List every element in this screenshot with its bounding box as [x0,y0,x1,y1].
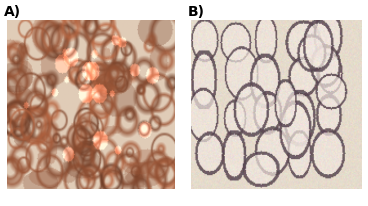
Text: A): A) [4,5,21,19]
Text: B): B) [188,5,205,19]
